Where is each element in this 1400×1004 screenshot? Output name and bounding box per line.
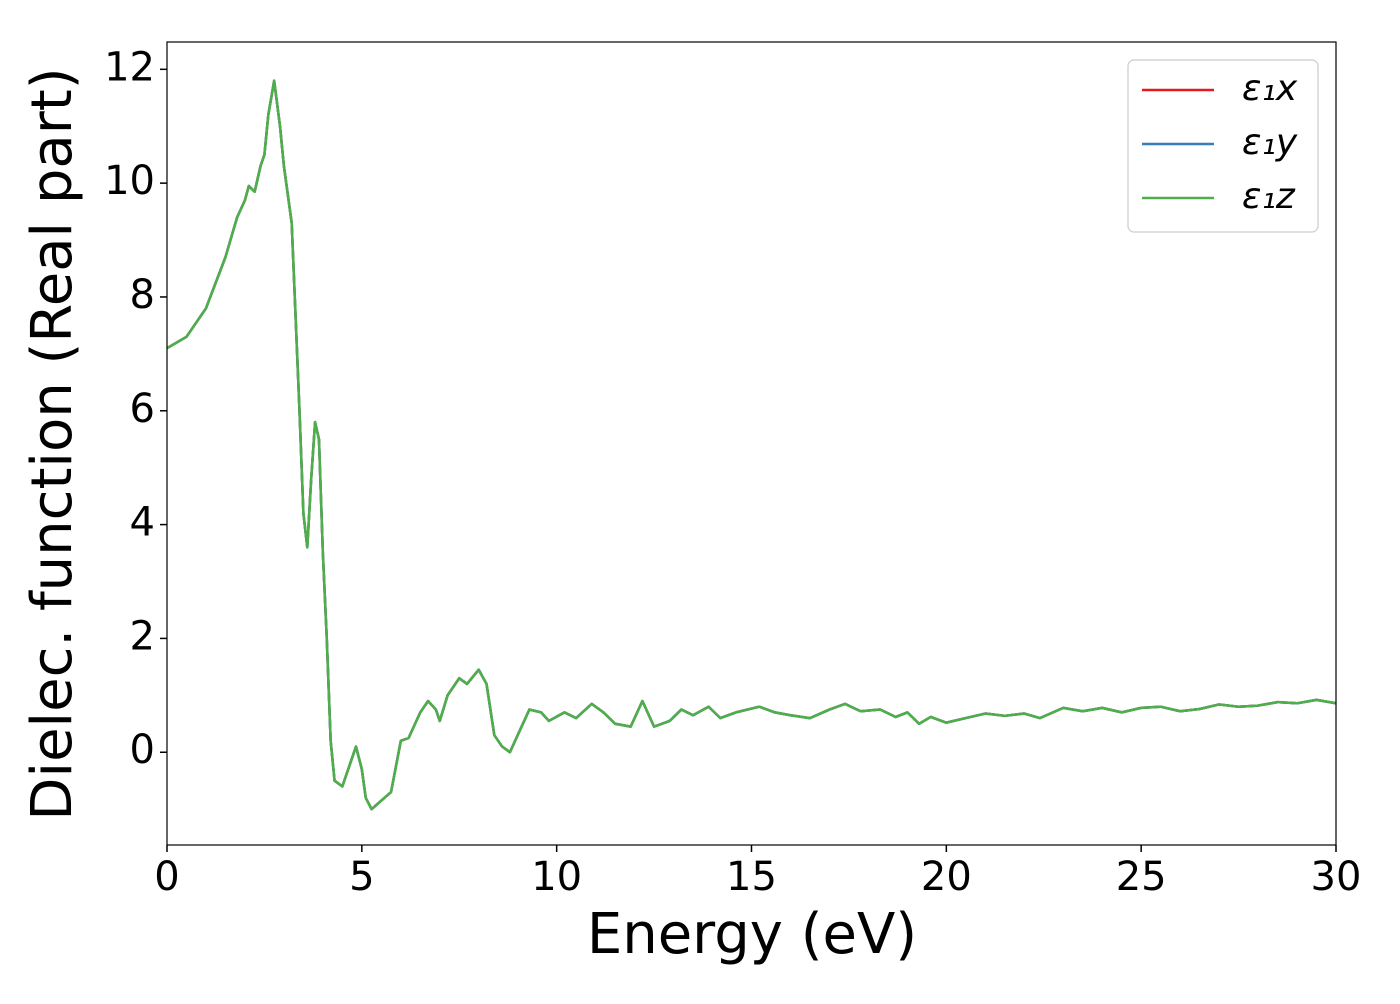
- x-tick-label: 15: [726, 854, 777, 900]
- x-tick-label: 30: [1311, 854, 1362, 900]
- plot-frame: [166, 41, 1337, 846]
- y-tick-label: 0: [130, 727, 155, 773]
- y-tick-label: 4: [130, 500, 155, 546]
- x-tick-label: 10: [531, 854, 582, 900]
- y-tick-label: 8: [130, 272, 155, 318]
- x-tick-label: 20: [921, 854, 972, 900]
- legend-label: ε₁z: [1242, 176, 1296, 217]
- x-tick-label: 25: [1116, 854, 1167, 900]
- y-tick-label: 6: [130, 386, 155, 432]
- x-tick-label: 0: [154, 854, 179, 900]
- y-tick-label: 12: [104, 44, 155, 90]
- series-line: [167, 79, 1336, 811]
- y-tick-label: 2: [130, 613, 155, 659]
- legend-box: [1127, 59, 1319, 233]
- x-axis-label: Energy (eV): [587, 902, 917, 967]
- y-axis-label: Dielec. function (Real part): [20, 67, 85, 820]
- y-tick-label: 10: [104, 158, 155, 204]
- x-tick-label: 5: [349, 854, 374, 900]
- legend-label: ε₁x: [1242, 68, 1298, 109]
- legend-label: ε₁y: [1242, 122, 1298, 163]
